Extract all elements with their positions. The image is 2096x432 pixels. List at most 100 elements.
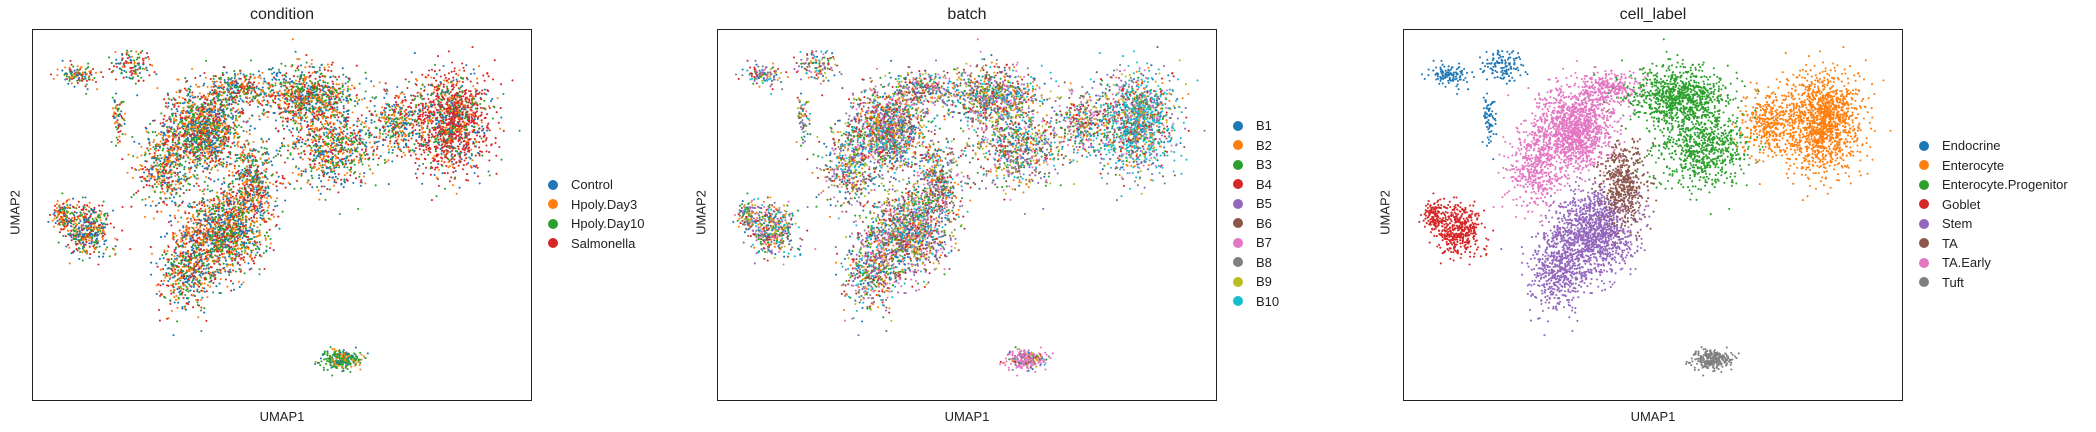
data-point — [263, 162, 266, 165]
data-point — [244, 249, 247, 252]
data-point — [196, 288, 199, 291]
data-point — [85, 92, 88, 95]
data-point — [115, 58, 118, 61]
data-point — [462, 140, 465, 143]
data-point — [359, 158, 362, 161]
data-point — [418, 132, 421, 135]
data-point — [171, 114, 174, 117]
data-point — [198, 252, 201, 255]
data-point — [249, 205, 252, 208]
data-point — [87, 62, 90, 65]
data-point — [357, 207, 360, 210]
data-point — [341, 162, 344, 165]
data-point — [80, 208, 83, 211]
data-point — [381, 144, 385, 147]
data-point — [203, 82, 206, 85]
data-point — [189, 176, 192, 179]
data-point — [184, 147, 187, 150]
data-point — [140, 168, 143, 171]
data-point — [182, 109, 185, 112]
data-point — [343, 116, 346, 119]
data-point — [177, 282, 180, 285]
data-point — [187, 125, 190, 128]
data-point — [51, 219, 54, 222]
data-point — [300, 104, 303, 107]
data-point — [95, 246, 98, 249]
data-point — [336, 94, 339, 97]
data-point — [337, 173, 340, 176]
data-point — [217, 178, 220, 181]
data-point — [286, 117, 289, 120]
data-point — [66, 203, 69, 206]
data-point — [160, 112, 163, 115]
data-point — [435, 98, 438, 101]
data-point — [159, 284, 162, 287]
data-point — [336, 177, 339, 180]
data-point — [453, 70, 456, 73]
data-point — [290, 80, 293, 83]
data-point — [254, 248, 258, 251]
data-point — [100, 221, 103, 224]
data-point — [150, 261, 153, 264]
data-point — [204, 102, 207, 105]
data-point — [351, 149, 354, 152]
data-point — [155, 73, 158, 76]
data-point — [128, 55, 131, 58]
data-point — [114, 50, 117, 53]
data-point — [276, 204, 279, 207]
data-point — [232, 107, 235, 110]
data-point — [154, 204, 157, 207]
data-point — [423, 151, 426, 154]
data-point — [239, 156, 242, 160]
data-point — [345, 141, 348, 144]
data-point — [179, 240, 182, 243]
data-point — [457, 74, 460, 77]
data-point — [309, 183, 312, 186]
data-point — [211, 189, 214, 192]
data-point — [344, 160, 347, 163]
data-point — [298, 58, 301, 61]
data-point — [333, 136, 336, 139]
data-point — [297, 69, 300, 72]
data-point — [329, 361, 332, 364]
data-point — [286, 81, 289, 84]
data-point — [304, 139, 307, 142]
data-point — [350, 84, 354, 87]
data-point — [226, 285, 229, 288]
data-point — [177, 105, 180, 108]
data-point — [173, 188, 176, 191]
data-point — [221, 256, 225, 259]
data-point — [317, 189, 320, 192]
data-point — [236, 133, 239, 136]
data-point — [317, 140, 320, 143]
data-point — [271, 99, 274, 102]
data-point — [295, 165, 298, 168]
data-point — [78, 68, 82, 71]
data-point — [138, 56, 141, 59]
data-point — [270, 160, 273, 163]
data-point — [355, 147, 358, 150]
data-point — [480, 121, 483, 124]
data-point — [479, 102, 482, 106]
data-point — [276, 153, 280, 156]
data-point — [438, 113, 441, 116]
data-point — [155, 284, 158, 287]
data-point — [274, 200, 277, 203]
data-point — [67, 243, 70, 246]
data-point — [162, 273, 165, 276]
data-point — [247, 172, 250, 175]
data-point — [440, 160, 443, 163]
data-point — [320, 360, 323, 363]
data-point — [172, 272, 175, 275]
data-point — [471, 159, 474, 162]
data-point — [447, 50, 450, 53]
data-point — [185, 224, 188, 227]
data-point — [230, 162, 233, 166]
data-point — [279, 81, 282, 84]
data-point — [401, 134, 404, 137]
data-point — [171, 276, 174, 279]
data-point — [270, 89, 273, 92]
data-point — [279, 147, 282, 150]
data-point — [196, 283, 199, 287]
data-point — [425, 148, 428, 151]
